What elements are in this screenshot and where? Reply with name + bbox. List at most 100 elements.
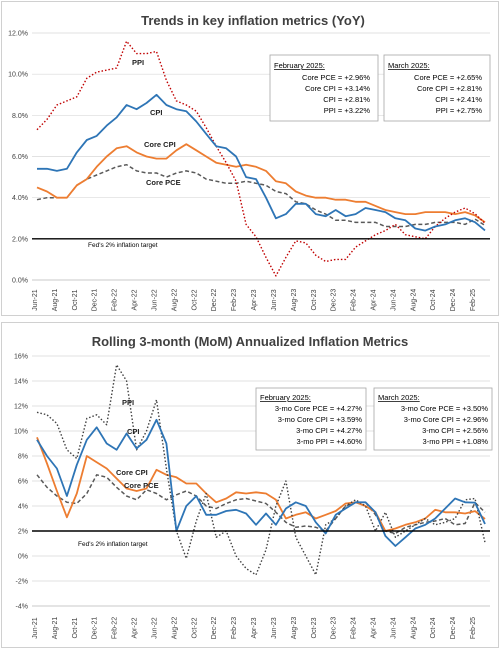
x-tick-label: Aug-21 [52,289,59,312]
box-line: 3-mo Core CPI = +2.96% [404,415,489,424]
chart-yoy-label-cpi: CPI [150,108,163,117]
x-tick-label: Aug-24 [410,617,417,640]
x-tick-label: Feb-22 [112,617,119,639]
box-line: Core PCE = +2.96% [302,73,370,82]
x-tick-label: Dec-22 [211,289,218,312]
box-line: 3-mo CPI = +4.27% [296,426,362,435]
chart-3mo-label-ppi: PPI [122,398,134,407]
chart-yoy-y-ticks: 0.0% 2.0% 4.0% 6.0% 8.0% 10.0% 12.0% [8,31,28,285]
box-line: 3-mo Core CPI = +3.59% [278,415,363,424]
x-tick-label: Oct-23 [311,617,318,638]
series-line-ppi [36,364,486,576]
chart-3mo-label-core-pce: Core PCE [124,481,159,490]
x-tick-label: Dec-22 [211,617,218,640]
y-tick-label: 2% [18,529,28,536]
y-tick-label: 16% [14,354,28,361]
x-tick-label: Aug-22 [171,617,178,640]
y-tick-label: 14% [14,379,28,386]
y-tick-label: 10.0% [8,72,28,79]
x-tick-label: Apr-22 [132,617,139,638]
y-tick-label: 8% [18,454,28,461]
chart-3mo: Rolling 3-month (MoM) Annualized Inflati… [1,322,499,648]
series-line-core-pce [36,163,486,228]
y-tick-label: 6.0% [12,154,28,161]
box-line: PPI = +3.22% [324,106,371,115]
box-line: Core PCE = +2.65% [414,73,482,82]
x-tick-label: Jun-24 [390,289,397,311]
x-tick-label: Dec-23 [331,289,338,312]
chart-3mo-label-core-cpi: Core CPI [116,468,148,477]
box-line: PPI = +2.75% [436,106,483,115]
chart-3mo-x-ticks: Jun-21 Aug-21 Oct-21 Dec-21 Feb-22 Apr-22 Jun-… [32,617,477,640]
x-tick-label: Aug-23 [291,617,298,640]
x-tick-label: Oct-21 [72,289,79,310]
y-tick-label: 8.0% [12,113,28,120]
x-tick-label: Dec-21 [92,289,99,312]
x-tick-label: Feb-22 [112,289,119,311]
box-line: 3-mo PPI = +4.60% [297,437,363,446]
x-tick-label: Jun-21 [32,617,39,639]
x-tick-label: Apr-24 [370,617,377,638]
box-line: 3-mo CPI = +2.56% [422,426,488,435]
chart-yoy-title: Trends in key inflation metrics (YoY) [141,13,365,28]
x-tick-label: Jun-22 [151,617,158,639]
chart-yoy-frame [1,1,499,316]
x-tick-label: Apr-23 [251,289,258,310]
box-line: 3-mo PPI = +1.08% [423,437,489,446]
x-tick-label: Oct-23 [311,289,318,310]
x-tick-label: Feb-25 [470,289,477,311]
chart-yoy-label-core-cpi: Core CPI [144,140,176,149]
box-line: CPI = +2.81% [323,95,370,104]
x-tick-label: Dec-24 [450,617,457,640]
chart-3mo-title: Rolling 3-month (MoM) Annualized Inflati… [92,334,409,349]
x-tick-label: Apr-22 [132,289,139,310]
chart-yoy: Trends in key inflation metrics (YoY) 0.… [1,1,499,316]
chart-3mo-box-february: February 2025: 3-mo Core PCE = +4.27% 3-… [255,387,367,451]
box-line: Core CPI = +2.81% [417,84,482,93]
chart-3mo-label-cpi: CPI [127,427,140,436]
chart-yoy-series [36,40,486,277]
x-tick-label: Oct-21 [72,617,79,638]
x-tick-label: Feb-24 [351,617,358,639]
x-tick-label: Aug-24 [410,289,417,312]
x-tick-label: Aug-22 [171,289,178,312]
x-tick-label: Dec-21 [92,617,99,640]
chart-yoy-box-february: February 2025: Core PCE = +2.96% Core CP… [269,54,379,122]
box-line: 3-mo Core PCE = +3.50% [401,404,488,413]
x-tick-label: Aug-23 [291,289,298,312]
box-header: March 2025: [388,61,430,70]
x-tick-label: Oct-22 [191,289,198,310]
box-header: February 2025: [274,61,325,70]
series-line-cpi [36,418,486,547]
x-tick-label: Feb-24 [351,289,358,311]
x-tick-label: Oct-24 [430,617,437,638]
y-tick-label: 6% [18,479,28,486]
x-tick-label: Feb-23 [231,289,238,311]
y-tick-label: -2% [16,579,28,586]
box-header: March 2025: [378,393,420,402]
x-tick-label: Jun-24 [390,617,397,639]
series-line-cpi [37,93,486,232]
chart-yoy-label-core-pce: Core PCE [146,178,181,187]
x-tick-label: Feb-25 [470,617,477,639]
box-line: CPI = +2.41% [435,95,482,104]
chart-yoy-target-label: Fed's 2% inflation target [88,242,158,249]
x-tick-label: Dec-24 [450,289,457,312]
chart-3mo-frame [1,322,499,648]
y-tick-label: 12% [14,404,28,411]
x-tick-label: Dec-23 [331,617,338,640]
x-tick-label: Jun-21 [32,289,39,311]
chart-3mo-y-ticks: -4% -2% 0% 2% 4% 6% 8% 10% 12% 14% 16% [14,354,28,611]
x-tick-label: Apr-23 [251,617,258,638]
chart-3mo-target-label: Fed's 2% inflation target [78,541,148,548]
y-tick-label: 10% [14,429,28,436]
x-tick-label: Apr-24 [370,289,377,310]
chart-3mo-box-march: March 2025: 3-mo Core PCE = +3.50% 3-mo … [373,387,493,451]
x-tick-label: Aug-21 [52,617,59,640]
box-header: February 2025: [260,393,311,402]
chart-3mo-series [36,364,486,576]
y-tick-label: 4% [18,504,28,511]
y-tick-label: 0.0% [12,278,28,285]
series-line-core-cpi [36,436,486,532]
